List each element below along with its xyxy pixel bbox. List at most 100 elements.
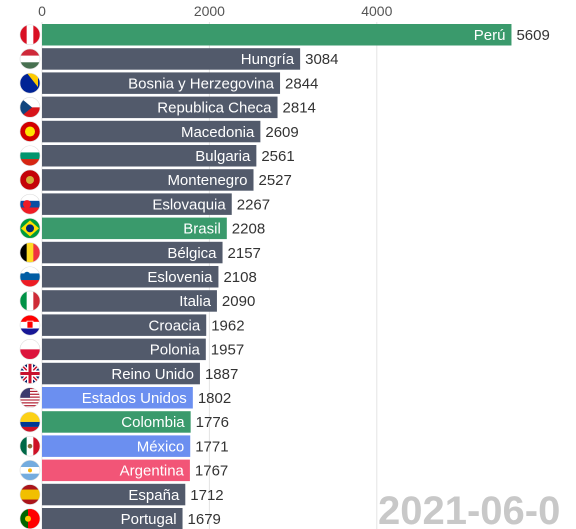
macedonia-flag-icon	[19, 121, 41, 142]
uk-flag-icon	[19, 363, 41, 384]
bar	[42, 459, 190, 482]
bar-row: Republica Checa 2814	[19, 96, 316, 119]
spain-flag-icon	[19, 484, 41, 505]
czech-flag-icon	[19, 97, 41, 118]
bar-category-label: Eslovenia	[147, 269, 213, 286]
x-axis-ticks: 0 2000 4000	[38, 3, 392, 19]
bar	[42, 96, 278, 119]
bar-value-label: 2090	[222, 293, 255, 310]
bar-value-label: 1679	[188, 511, 221, 528]
bar-row: Reino Unido 1887	[19, 362, 238, 385]
croatia-flag-icon	[19, 314, 41, 336]
bar-value-label: 1957	[211, 342, 244, 359]
bar-value-label: 1962	[211, 317, 244, 334]
bar-row: Brasil 2208	[19, 217, 265, 240]
bar-row: Bosnia y Herzegovina 2844	[19, 72, 318, 94]
bar	[42, 314, 207, 336]
bar-category-label: Reino Unido	[111, 366, 194, 383]
bar-row: Colombia 1776	[19, 411, 229, 433]
bar	[42, 120, 261, 143]
bar-row: Estados Unidos 1802	[19, 387, 231, 409]
bar-row: Bulgaria 2561	[19, 145, 295, 167]
bar-category-label: Polonia	[150, 342, 201, 359]
bar-category-label: Italia	[179, 293, 211, 310]
bar-row: Polonia 1957	[19, 338, 244, 361]
date-label: 2021-06-0	[378, 489, 560, 529]
bar-row: Italia 2090	[19, 290, 255, 312]
bar-value-label: 2814	[283, 100, 316, 117]
belgium-flag-icon	[19, 242, 41, 263]
bar-category-label: Republica Checa	[157, 100, 272, 117]
bar-value-label: 2844	[285, 75, 318, 92]
bar-row: Croacia 1962	[19, 314, 245, 336]
bars: Perú 5609 Hungría 3084 Bosnia y Herzegovina 2…	[19, 24, 550, 529]
bar-category-label: España	[128, 487, 180, 504]
bar-value-label: 2561	[261, 148, 294, 165]
mexico-flag-icon	[19, 435, 41, 457]
bar-category-label: Eslovaquia	[152, 196, 226, 213]
bar-category-label: México	[137, 438, 185, 455]
montenegro-flag-icon	[19, 169, 41, 191]
bar-category-label: Colombia	[121, 414, 185, 431]
slovakia-flag-icon	[19, 193, 41, 215]
bulgaria-flag-icon	[19, 145, 41, 167]
hungary-flag-icon	[19, 48, 41, 70]
italy-flag-icon	[19, 290, 41, 312]
bar-category-label: Bélgica	[167, 245, 217, 262]
bar	[42, 290, 217, 312]
bar-value-label: 1712	[190, 487, 223, 504]
bar-category-label: Estados Unidos	[82, 390, 187, 407]
brazil-flag-icon	[19, 218, 41, 239]
bar	[42, 483, 186, 506]
bar-value-label: 2108	[223, 269, 256, 286]
bar	[42, 169, 254, 191]
bar-row: Eslovenia 2108	[19, 266, 257, 288]
bar-row: Portugal 1679	[19, 508, 221, 529]
bar-row: Argentina 1767	[19, 459, 228, 482]
bar-value-label: 2527	[259, 172, 292, 189]
bar-category-label: Bulgaria	[195, 148, 251, 165]
poland-flag-icon	[19, 339, 41, 360]
slovenia-flag-icon	[19, 266, 41, 288]
bar	[42, 387, 193, 409]
bar	[42, 411, 191, 433]
bar-value-label: 1771	[195, 438, 228, 455]
bar-value-label: 2157	[228, 245, 261, 262]
bar-value-label: 2267	[237, 196, 270, 213]
bar	[42, 266, 219, 288]
bar	[42, 193, 232, 215]
bar-category-label: Brasil	[183, 221, 221, 238]
bar-category-label: Portugal	[121, 511, 177, 528]
portugal-flag-icon	[19, 508, 41, 529]
bar	[42, 145, 257, 167]
x-tick-label: 4000	[361, 3, 392, 19]
bar-row: Bélgica 2157	[19, 241, 261, 264]
bar	[42, 435, 191, 457]
bar	[42, 508, 183, 529]
bar-category-label: Macedonia	[181, 124, 255, 141]
bar	[42, 72, 281, 94]
bar-value-label: 3084	[305, 51, 338, 68]
bar	[42, 217, 227, 240]
bar-value-label: 1802	[198, 390, 231, 407]
bar	[42, 241, 223, 264]
colombia-flag-icon	[19, 411, 41, 433]
bar-row: Hungría 3084	[19, 48, 339, 70]
argentina-flag-icon	[19, 460, 41, 481]
bosnia-flag-icon	[19, 72, 41, 94]
usa-flag-icon	[19, 387, 41, 409]
bar-row: Montenegro 2527	[19, 169, 292, 191]
bar-row: España 1712	[19, 483, 224, 506]
bar-category-label: Hungría	[241, 51, 295, 68]
bar-value-label: 1887	[205, 366, 238, 383]
bar-category-label: Perú	[474, 27, 506, 44]
bar-value-label: 2208	[232, 221, 265, 238]
bar-value-label: 2609	[265, 124, 298, 141]
bar-category-label: Argentina	[120, 463, 185, 480]
bar-value-label: 5609	[516, 27, 549, 44]
bar-row: Eslovaquia 2267	[19, 193, 270, 215]
peru-flag-icon	[19, 24, 41, 46]
bar-row: México 1771	[19, 435, 229, 457]
bar	[42, 338, 206, 361]
